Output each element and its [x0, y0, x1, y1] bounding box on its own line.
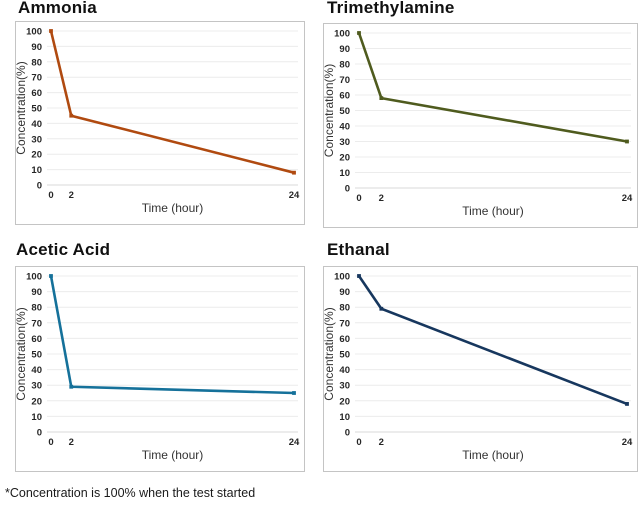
svg-text:0: 0: [37, 181, 42, 192]
svg-text:40: 40: [339, 365, 350, 376]
svg-text:50: 50: [339, 350, 350, 361]
chart-panel-acetic-acid: 0 10 20 30 40 50 60 70 80 90 100 0 2 24 Time (hour) Con…: [15, 266, 305, 472]
svg-text:70: 70: [339, 318, 350, 329]
svg-text:0: 0: [345, 428, 350, 439]
svg-text:100: 100: [26, 272, 42, 283]
footnote: *Concentration is 100% when the test sta…: [5, 486, 256, 500]
line-chart-ammonia: 0 10 20 30 40 50 60 70 80 90 100 0 2 24 Time (hour) Con…: [16, 27, 300, 216]
svg-text:10: 10: [31, 165, 42, 176]
svg-text:Concentration(%): Concentration(%): [16, 307, 28, 400]
chart-panel-ammonia: 0 10 20 30 40 50 60 70 80 90 100 0 2 24 Time (hour) Con…: [15, 21, 305, 225]
svg-text:90: 90: [339, 287, 350, 298]
svg-text:Concentration(%): Concentration(%): [16, 61, 28, 154]
chart-panel-ethanal: 0 10 20 30 40 50 60 70 80 90 100 0 2 24 Time (hour) Con…: [323, 266, 638, 472]
line-chart-ethanal: 0 10 20 30 40 50 60 70 80 90 100 0 2 24 Time (hour) Con…: [324, 272, 633, 463]
svg-text:2: 2: [379, 193, 384, 204]
svg-text:0: 0: [48, 437, 53, 448]
svg-text:80: 80: [31, 303, 42, 314]
svg-text:90: 90: [31, 42, 42, 53]
svg-text:0: 0: [37, 428, 42, 439]
chart-title-acetic-acid: Acetic Acid: [16, 240, 111, 259]
svg-text:30: 30: [339, 381, 350, 392]
svg-text:24: 24: [622, 193, 633, 204]
svg-text:2: 2: [69, 437, 74, 448]
chart-panel-trimethylamine: 0 10 20 30 40 50 60 70 80 90 100 0 2 24 Time (hour) Con…: [323, 23, 638, 228]
svg-text:80: 80: [31, 57, 42, 68]
svg-text:30: 30: [31, 134, 42, 145]
svg-text:Concentration(%): Concentration(%): [324, 307, 336, 400]
svg-text:20: 20: [31, 150, 42, 161]
svg-text:0: 0: [356, 193, 361, 204]
svg-text:10: 10: [339, 168, 350, 179]
svg-text:90: 90: [31, 287, 42, 298]
svg-text:Time (hour): Time (hour): [462, 448, 524, 462]
svg-text:60: 60: [31, 88, 42, 99]
svg-text:90: 90: [339, 44, 350, 55]
chart-title-ammonia: Ammonia: [18, 0, 97, 17]
svg-text:70: 70: [339, 75, 350, 86]
chart-title-trimethylamine: Trimethylamine: [327, 0, 455, 17]
svg-text:2: 2: [379, 437, 384, 448]
svg-text:100: 100: [334, 272, 350, 283]
svg-text:10: 10: [339, 412, 350, 423]
svg-text:Concentration(%): Concentration(%): [324, 64, 336, 157]
svg-text:24: 24: [289, 437, 300, 448]
chart-title-ethanal: Ethanal: [327, 240, 390, 259]
svg-text:20: 20: [31, 396, 42, 407]
svg-text:20: 20: [339, 396, 350, 407]
svg-text:60: 60: [31, 334, 42, 345]
svg-text:70: 70: [31, 318, 42, 329]
svg-text:30: 30: [339, 137, 350, 148]
svg-text:80: 80: [339, 60, 350, 71]
svg-text:100: 100: [26, 27, 42, 38]
line-chart-trimethylamine: 0 10 20 30 40 50 60 70 80 90 100 0 2 24 Time (hour) Con…: [324, 29, 633, 219]
svg-text:0: 0: [345, 184, 350, 195]
svg-text:Time (hour): Time (hour): [462, 204, 524, 218]
svg-text:Time (hour): Time (hour): [142, 448, 204, 462]
svg-text:40: 40: [31, 119, 42, 130]
svg-text:100: 100: [334, 29, 350, 40]
svg-text:24: 24: [622, 437, 633, 448]
svg-text:60: 60: [339, 91, 350, 102]
svg-text:50: 50: [31, 104, 42, 115]
svg-text:70: 70: [31, 73, 42, 84]
svg-text:0: 0: [48, 190, 53, 201]
svg-text:10: 10: [31, 412, 42, 423]
svg-text:80: 80: [339, 303, 350, 314]
svg-text:50: 50: [339, 106, 350, 117]
line-chart-acetic-acid: 0 10 20 30 40 50 60 70 80 90 100 0 2 24 Time (hour) Con…: [16, 272, 300, 463]
svg-text:40: 40: [339, 122, 350, 133]
svg-text:Time (hour): Time (hour): [142, 201, 204, 215]
svg-text:50: 50: [31, 350, 42, 361]
svg-text:60: 60: [339, 334, 350, 345]
svg-text:24: 24: [289, 190, 300, 201]
svg-text:2: 2: [69, 190, 74, 201]
svg-text:40: 40: [31, 365, 42, 376]
svg-text:20: 20: [339, 153, 350, 164]
svg-text:0: 0: [356, 437, 361, 448]
svg-text:30: 30: [31, 381, 42, 392]
